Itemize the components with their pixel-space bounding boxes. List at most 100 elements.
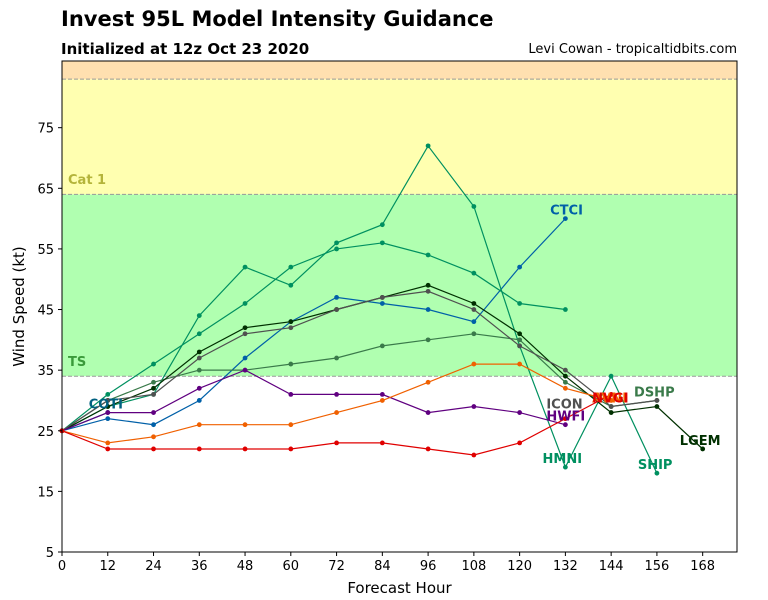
data-point-icon <box>471 307 477 312</box>
data-point-lgem <box>654 404 660 409</box>
x-tick-label: 72 <box>328 559 345 574</box>
data-point-ctci <box>196 398 202 403</box>
data-point-nvgi <box>196 446 202 452</box>
data-point-hwfi <box>379 391 385 397</box>
data-point-ctci <box>471 319 477 325</box>
chart-subtitle: Initialized at 12z Oct 23 2020 <box>61 40 310 58</box>
data-point-ship <box>242 264 248 270</box>
data-point-lgem <box>105 404 111 409</box>
data-point-nvgi <box>608 391 614 397</box>
data-point-icon <box>379 295 385 300</box>
series-line-ship <box>61 144 658 474</box>
data-point-ship <box>379 222 385 228</box>
data-point-ctci <box>425 307 431 312</box>
data-point-nvgi <box>379 440 385 446</box>
band-label-ts: TS <box>68 355 86 370</box>
data-point-hwfi <box>196 385 202 391</box>
data-point-hmni <box>562 307 568 312</box>
series-hwfi <box>59 367 568 434</box>
data-point-lgem <box>425 282 431 288</box>
series-label-icon: ICON <box>546 397 582 412</box>
data-point-lgem <box>151 385 156 391</box>
series-line-ctci <box>61 218 566 432</box>
data-point-hmni <box>517 301 523 306</box>
series-label-avni: AVNI <box>592 391 627 406</box>
series-label-dshp: DSHP <box>634 385 675 400</box>
series-label-lgem: LGEM <box>680 434 721 449</box>
data-point-dshp <box>196 367 202 373</box>
data-point-avni <box>105 440 111 446</box>
data-point-icon <box>517 343 523 349</box>
data-point-avni <box>196 422 202 428</box>
data-point-icon <box>425 288 431 294</box>
data-point-dshp <box>379 343 385 349</box>
x-tick-label: 36 <box>191 559 208 574</box>
data-point-ctci <box>517 264 523 270</box>
series-line-hwfi <box>61 369 566 432</box>
data-point-nvgi <box>471 452 477 458</box>
data-point-dshp <box>562 379 568 385</box>
data-point-hwfi <box>334 391 339 397</box>
y-axis-ticks: 5 15 25 35 45 55 65 75 <box>37 122 62 561</box>
data-point-ship <box>471 204 477 209</box>
data-point-hmni <box>425 252 431 258</box>
data-point-avni <box>151 434 156 440</box>
y-tick-label: 35 <box>37 364 54 379</box>
series-line-dshp <box>61 333 657 432</box>
data-point-hwfi <box>425 410 431 415</box>
data-point-hwfi <box>105 410 111 415</box>
data-point-nvgi <box>105 446 111 452</box>
data-point-hmni <box>471 270 477 276</box>
y-tick-label: 45 <box>37 304 54 319</box>
series-line-hmni <box>61 242 566 432</box>
series-lines <box>59 143 706 476</box>
x-axis-ticks: 0 12 24 36 48 60 72 84 96 108 120 132 144 156 168 <box>58 552 715 574</box>
data-point-hwfi <box>288 391 294 397</box>
series-label-ship: SHIP <box>638 458 673 473</box>
data-point-avni <box>471 361 477 367</box>
data-point-ctci <box>242 355 248 361</box>
data-point-icon <box>242 331 248 337</box>
data-point-icon <box>562 367 568 373</box>
data-point-lgem <box>608 410 614 415</box>
series-label-ctci: CTCI <box>550 204 583 219</box>
chart-credit: Levi Cowan - tropicaltidbits.com <box>528 42 737 57</box>
data-point-hmni <box>334 246 339 252</box>
series-nvgi <box>59 391 614 458</box>
data-point-nvgi <box>517 440 523 446</box>
data-point-hmni <box>379 240 385 246</box>
data-point-avni <box>517 361 523 367</box>
data-point-ship <box>425 143 431 149</box>
data-point-dshp <box>334 355 339 361</box>
data-point-icon <box>105 398 111 403</box>
data-point-nvgi <box>334 440 339 446</box>
data-point-avni <box>334 410 339 415</box>
data-point-dshp <box>288 361 294 367</box>
band-top-2 <box>62 61 737 80</box>
x-tick-label: 12 <box>99 559 116 574</box>
x-tick-label: 60 <box>283 559 300 574</box>
data-point-ctci <box>562 216 568 222</box>
data-point-lgem <box>196 349 202 355</box>
data-point-dshp <box>517 337 523 343</box>
data-point-hwfi <box>242 367 248 373</box>
data-point-ctci <box>151 422 156 428</box>
data-point-icon <box>608 404 614 409</box>
data-point-nvgi <box>425 446 431 452</box>
data-point-ship <box>288 282 294 288</box>
data-point-ship <box>334 240 339 246</box>
data-point-dshp <box>471 331 477 337</box>
y-tick-label: 65 <box>37 182 54 197</box>
data-point-hmni <box>242 301 248 306</box>
intensity-bands: TS Cat 1 <box>62 61 737 377</box>
data-point-lgem <box>517 331 523 337</box>
band-cat-1 <box>62 79 737 195</box>
series-label-hwfi: HWFI <box>546 410 585 425</box>
x-tick-label: 132 <box>553 559 578 574</box>
series-ctci <box>59 216 568 434</box>
data-point-lgem <box>562 373 568 379</box>
data-point-ctci <box>105 416 111 422</box>
plot-frame <box>61 60 738 553</box>
data-point-dshp <box>425 337 431 343</box>
x-tick-label: 156 <box>645 559 670 574</box>
